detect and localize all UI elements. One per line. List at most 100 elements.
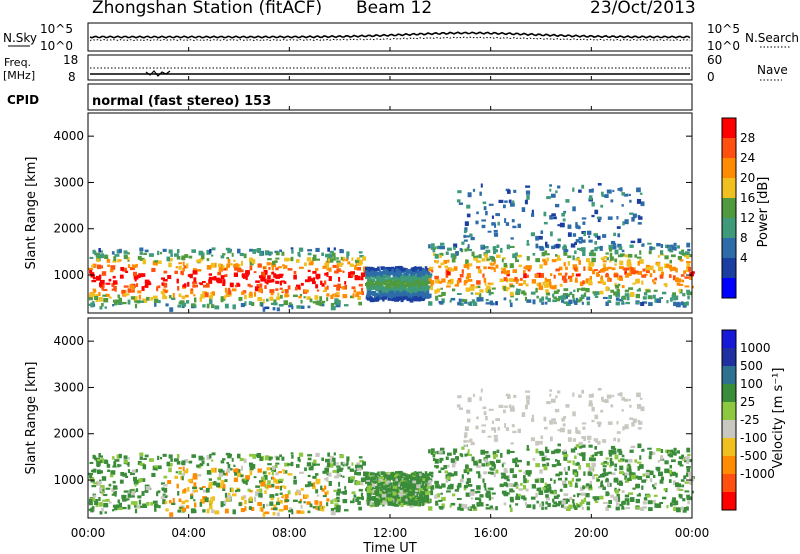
velocity-cell xyxy=(509,507,513,513)
power-cell xyxy=(499,278,504,283)
power-cell xyxy=(454,284,459,287)
power-cell xyxy=(374,295,377,299)
velocity-cell xyxy=(532,504,536,510)
power-cell xyxy=(275,280,280,284)
velocity-cell xyxy=(575,482,578,488)
velocity-cell xyxy=(501,463,504,468)
velocity-cell xyxy=(593,438,598,442)
power-cell xyxy=(473,257,479,261)
power-cell xyxy=(530,232,535,237)
nsky-panel: N.Sky 10^5 10^0 10^5 10^0 N.Search xyxy=(3,22,799,53)
power-cell xyxy=(111,283,115,287)
power-cell xyxy=(461,269,464,274)
power-cell xyxy=(489,302,495,306)
velocity-cell xyxy=(459,453,463,456)
power-cell xyxy=(466,273,471,279)
velocity-cell xyxy=(336,465,341,468)
velocity-cell xyxy=(196,464,200,468)
power-cell xyxy=(350,271,355,275)
power-cell xyxy=(571,272,574,277)
power-cell xyxy=(565,199,570,203)
velocity-cell xyxy=(586,463,591,468)
velocity-cell xyxy=(132,501,138,506)
power-cell xyxy=(139,251,143,255)
power-cell xyxy=(466,260,469,264)
velocity-cell xyxy=(495,469,499,474)
velocity-cell xyxy=(259,488,263,493)
power-cell xyxy=(578,260,581,265)
power-cell xyxy=(315,284,319,289)
velocity-cell xyxy=(275,472,279,476)
power-cell xyxy=(426,281,430,284)
velocity-cell xyxy=(671,459,676,463)
velocity-cell xyxy=(551,450,556,455)
velocity-cell xyxy=(400,502,404,508)
power-cell xyxy=(417,266,423,269)
power-cell xyxy=(99,306,103,310)
power-cell xyxy=(603,256,608,259)
velocity-cell xyxy=(206,463,210,467)
velocity-cell xyxy=(641,479,647,483)
power-cell xyxy=(648,250,652,255)
velocity-cell xyxy=(585,493,590,498)
velocity-cell xyxy=(133,476,137,481)
power-cell xyxy=(161,282,165,286)
power-cell xyxy=(552,293,555,298)
power-cell xyxy=(493,249,496,255)
velocity-cell xyxy=(387,497,393,502)
velocity-cell xyxy=(625,506,630,510)
power-cell xyxy=(342,270,345,273)
velocity-cell xyxy=(298,452,304,457)
velocity-cell xyxy=(182,472,185,477)
velocity-cell xyxy=(415,479,418,482)
velocity-cell xyxy=(561,480,567,486)
power-cell xyxy=(649,273,653,278)
power-cell xyxy=(597,235,601,240)
power-cell xyxy=(486,258,490,261)
velocity-cell xyxy=(245,479,249,482)
power-cell xyxy=(333,284,338,287)
power-cell xyxy=(627,258,631,261)
velocity-cell xyxy=(440,492,443,495)
velocity-cell xyxy=(648,455,652,460)
power-cell xyxy=(324,272,328,276)
velocity-cell xyxy=(597,424,601,428)
power-cell xyxy=(635,293,640,299)
power-cell xyxy=(509,263,514,269)
power-cell xyxy=(357,257,361,260)
power-cell xyxy=(675,267,678,273)
power-cell xyxy=(282,289,285,292)
power-cell xyxy=(579,248,582,251)
velocity-cell xyxy=(374,500,377,504)
velocity-cell xyxy=(649,478,653,483)
velocity-cell xyxy=(143,457,147,460)
velocity-cell xyxy=(280,485,285,488)
velocity-cell xyxy=(684,481,690,484)
velocity-cell xyxy=(299,471,304,474)
power-cell xyxy=(404,285,407,291)
power-cell xyxy=(322,300,326,304)
velocity-cell xyxy=(324,477,328,481)
power-cell xyxy=(214,305,220,310)
velocity-cell xyxy=(129,472,135,476)
velocity-cell xyxy=(471,456,475,462)
power-cell xyxy=(296,305,301,309)
power-cell xyxy=(307,269,311,273)
velocity-cell xyxy=(290,452,294,455)
power-cell xyxy=(441,298,445,304)
power-cell xyxy=(284,289,289,294)
power-cell xyxy=(160,252,163,255)
power-cell xyxy=(679,259,684,262)
velocity-echoes xyxy=(88,388,695,517)
power-cell xyxy=(467,263,473,267)
power-cell xyxy=(126,256,130,260)
velocity-cell xyxy=(103,503,109,508)
power-cell xyxy=(583,266,586,271)
power-cell xyxy=(99,282,103,287)
power-cell xyxy=(475,285,478,289)
power-cell xyxy=(602,263,607,267)
power-cell xyxy=(202,281,206,283)
velocity-cell xyxy=(636,392,641,398)
velocity-cell xyxy=(487,491,491,495)
velocity-cell xyxy=(388,492,391,496)
